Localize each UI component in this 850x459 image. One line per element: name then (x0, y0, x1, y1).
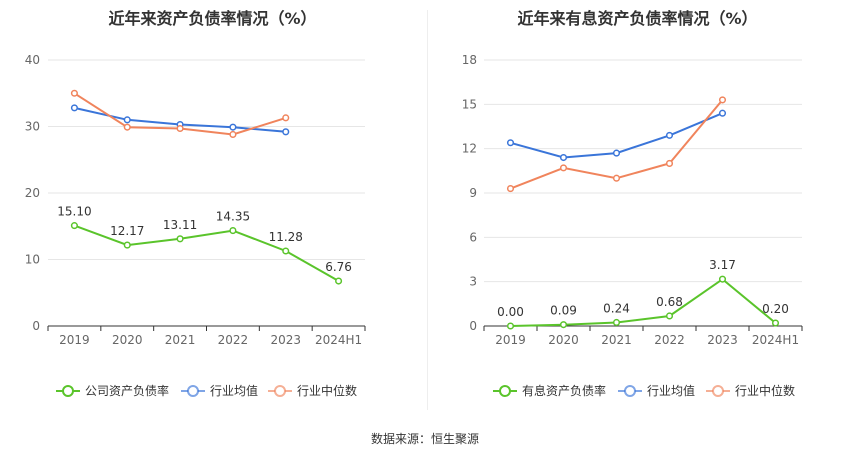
x-tick-label: 2024H1 (315, 333, 362, 347)
y-tick-label: 10 (25, 253, 40, 267)
data-point (506, 185, 515, 193)
y-tick-label: 0 (469, 319, 477, 333)
data-point (123, 116, 131, 124)
y-tick-label: 9 (469, 186, 477, 200)
legend-label: 有息资产负债率 (522, 383, 606, 398)
chart-title: 近年来有息资产负债率情况（%） (517, 9, 758, 28)
legend-label: 行业中位数 (297, 383, 357, 398)
data-source-value: 恒生聚源 (431, 432, 480, 446)
x-tick-label: 2019 (59, 333, 90, 347)
data-label: 0.68 (656, 295, 683, 309)
legend-label: 行业均值 (210, 383, 258, 398)
data-label: 13.11 (163, 218, 197, 232)
chart-plot: 0 10 20 30 40 2019 2020 2021 2022 2023 2024H1 15.10… (25, 53, 366, 398)
x-tick-label: 2023 (707, 333, 738, 347)
x-tick-label: 2019 (495, 333, 526, 347)
data-point (123, 123, 131, 131)
legend-marker (624, 385, 636, 397)
data-point (123, 241, 131, 249)
data-point (229, 130, 237, 139)
chart-title: 近年来资产负债率情况（%） (108, 9, 317, 28)
data-point (176, 124, 184, 133)
x-tick-label: 2024H1 (752, 333, 799, 347)
x-tick-label: 2022 (654, 333, 685, 347)
data-label: 14.35 (216, 210, 250, 224)
legend-marker (62, 385, 74, 397)
data-label: 3.17 (709, 258, 736, 272)
data-point (612, 174, 621, 182)
x-tick-label: 2021 (165, 333, 196, 347)
data-label: 0.20 (762, 302, 789, 316)
data-point (70, 222, 78, 230)
data-point (282, 128, 290, 136)
legend-marker (274, 385, 286, 397)
data-point (559, 164, 568, 172)
interest-bearing-liability-ratio-chart: 近年来有息资产负债率情况（%） 0 3 6 9 12 15 18 2019 2020 2021 20… (425, 0, 850, 459)
y-tick-label: 12 (462, 142, 477, 156)
y-tick-label: 6 (469, 230, 477, 244)
y-tick-label: 18 (462, 53, 477, 67)
data-point (70, 89, 78, 97)
x-tick-label: 2020 (548, 333, 579, 347)
data-point (506, 322, 515, 330)
data-point (229, 227, 237, 235)
data-point (718, 109, 727, 117)
data-point (335, 277, 343, 285)
data-point (559, 321, 568, 329)
data-label: 0.00 (497, 305, 524, 319)
data-point (665, 312, 674, 320)
y-tick-label: 3 (469, 275, 477, 289)
series-line (510, 277, 777, 327)
data-label: 12.17 (110, 224, 144, 238)
data-point (282, 114, 290, 122)
y-tick-label: 20 (25, 186, 40, 200)
data-point (176, 235, 184, 243)
legend-marker (712, 385, 724, 397)
legend-label: 行业中位数 (735, 383, 795, 398)
panel-divider (427, 10, 428, 410)
data-label: 15.10 (57, 205, 91, 219)
data-point (718, 96, 727, 104)
data-point (612, 149, 621, 157)
data-point (282, 247, 290, 255)
asset-liability-ratio-chart: 近年来资产负债率情况（%） 0 10 20 30 40 2019 2020 2021 2022 2… (25, 9, 366, 398)
data-label: 6.76 (325, 260, 352, 274)
y-tick-label: 40 (25, 53, 40, 67)
y-tick-label: 0 (32, 319, 40, 333)
data-point (70, 104, 78, 112)
data-source-label: 数据来源： (370, 432, 431, 446)
legend-marker (187, 385, 199, 397)
y-tick-label: 30 (25, 120, 40, 134)
x-tick-label: 2021 (601, 333, 632, 347)
data-point (771, 319, 780, 327)
data-point (506, 139, 515, 147)
legend-label: 公司资产负债率 (85, 383, 169, 398)
x-tick-label: 2023 (270, 333, 301, 347)
data-point (229, 123, 237, 131)
x-tick-label: 2022 (218, 333, 249, 347)
data-label: 11.28 (269, 230, 303, 244)
data-point (665, 131, 674, 139)
data-source: 数据来源：恒生聚源 (0, 430, 850, 447)
data-point (559, 153, 568, 162)
legend-marker (499, 385, 511, 397)
legend-label: 行业均值 (647, 383, 695, 398)
data-point (718, 275, 727, 283)
data-label: 0.09 (550, 304, 577, 318)
series-line (74, 224, 340, 282)
y-tick-label: 15 (462, 97, 477, 111)
data-point (612, 318, 621, 327)
data-point (665, 159, 674, 167)
chart-plot: 0 3 6 9 12 15 18 2019 2020 2021 2022 2023 2024H1 0.00… (462, 53, 803, 398)
x-tick-label: 2020 (112, 333, 143, 347)
data-label: 0.24 (603, 301, 630, 315)
